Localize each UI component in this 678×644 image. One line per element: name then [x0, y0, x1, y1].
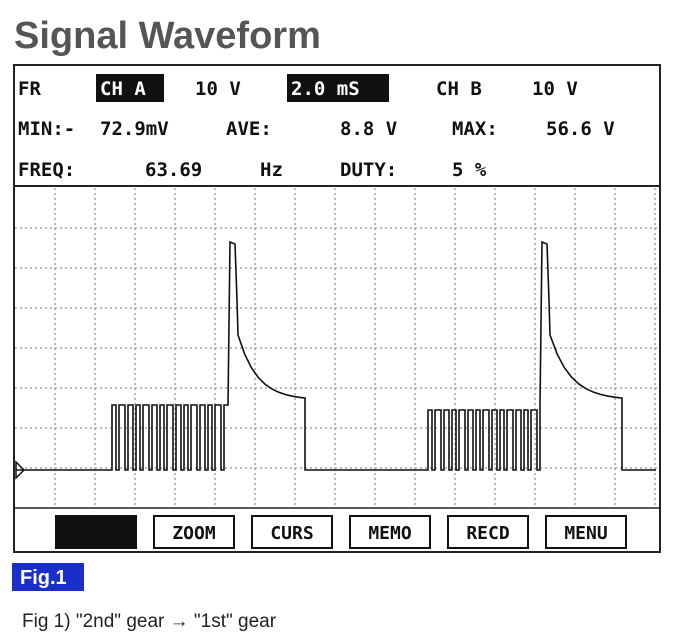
unit: Hz — [260, 159, 283, 181]
button-frame[interactable] — [349, 515, 431, 549]
button[interactable]: CURS — [270, 523, 313, 544]
button[interactable]: MEMO — [368, 523, 412, 544]
page-title: Signal Waveform — [14, 15, 321, 57]
button-frame[interactable] — [545, 515, 627, 549]
value: 5 % — [452, 159, 487, 181]
label: MAX: — [452, 118, 498, 140]
figure-badge — [12, 563, 84, 591]
button[interactable]: HOLD — [74, 523, 118, 544]
label: MIN:- — [18, 118, 75, 140]
highlight — [96, 74, 164, 102]
button-bar: HOLD ZOOM CURS MEMO RECD MENU — [55, 515, 627, 549]
label: AVE: — [226, 118, 272, 140]
highlight — [287, 74, 389, 102]
button-frame[interactable] — [153, 515, 235, 549]
button-frame[interactable] — [55, 515, 137, 549]
timebase: 2.0 mS — [291, 78, 360, 100]
waveform — [16, 240, 656, 471]
volts: 10 V — [532, 78, 578, 100]
volts: 10 V — [195, 78, 241, 100]
button-frame[interactable] — [447, 515, 529, 549]
label: DUTY: — [340, 159, 397, 181]
value: 56.6 V — [546, 118, 615, 140]
button[interactable]: ZOOM — [172, 523, 216, 544]
button[interactable]: MENU — [564, 523, 607, 544]
trigger-marker — [15, 460, 26, 480]
value: 8.8 V — [340, 118, 397, 140]
channel: CH B — [436, 78, 482, 100]
button[interactable]: RECD — [466, 523, 510, 544]
value: 63.69 — [145, 159, 202, 181]
figure-label: Fig.1 — [20, 567, 67, 589]
value: 72.9mV — [100, 118, 169, 140]
channel: CH A — [100, 78, 146, 100]
label: FREQ: — [18, 159, 75, 181]
button-frame[interactable] — [251, 515, 333, 549]
figure-caption: Fig 1) "2nd" gear → "1st" gear — [22, 611, 277, 632]
label: FR — [18, 78, 41, 100]
